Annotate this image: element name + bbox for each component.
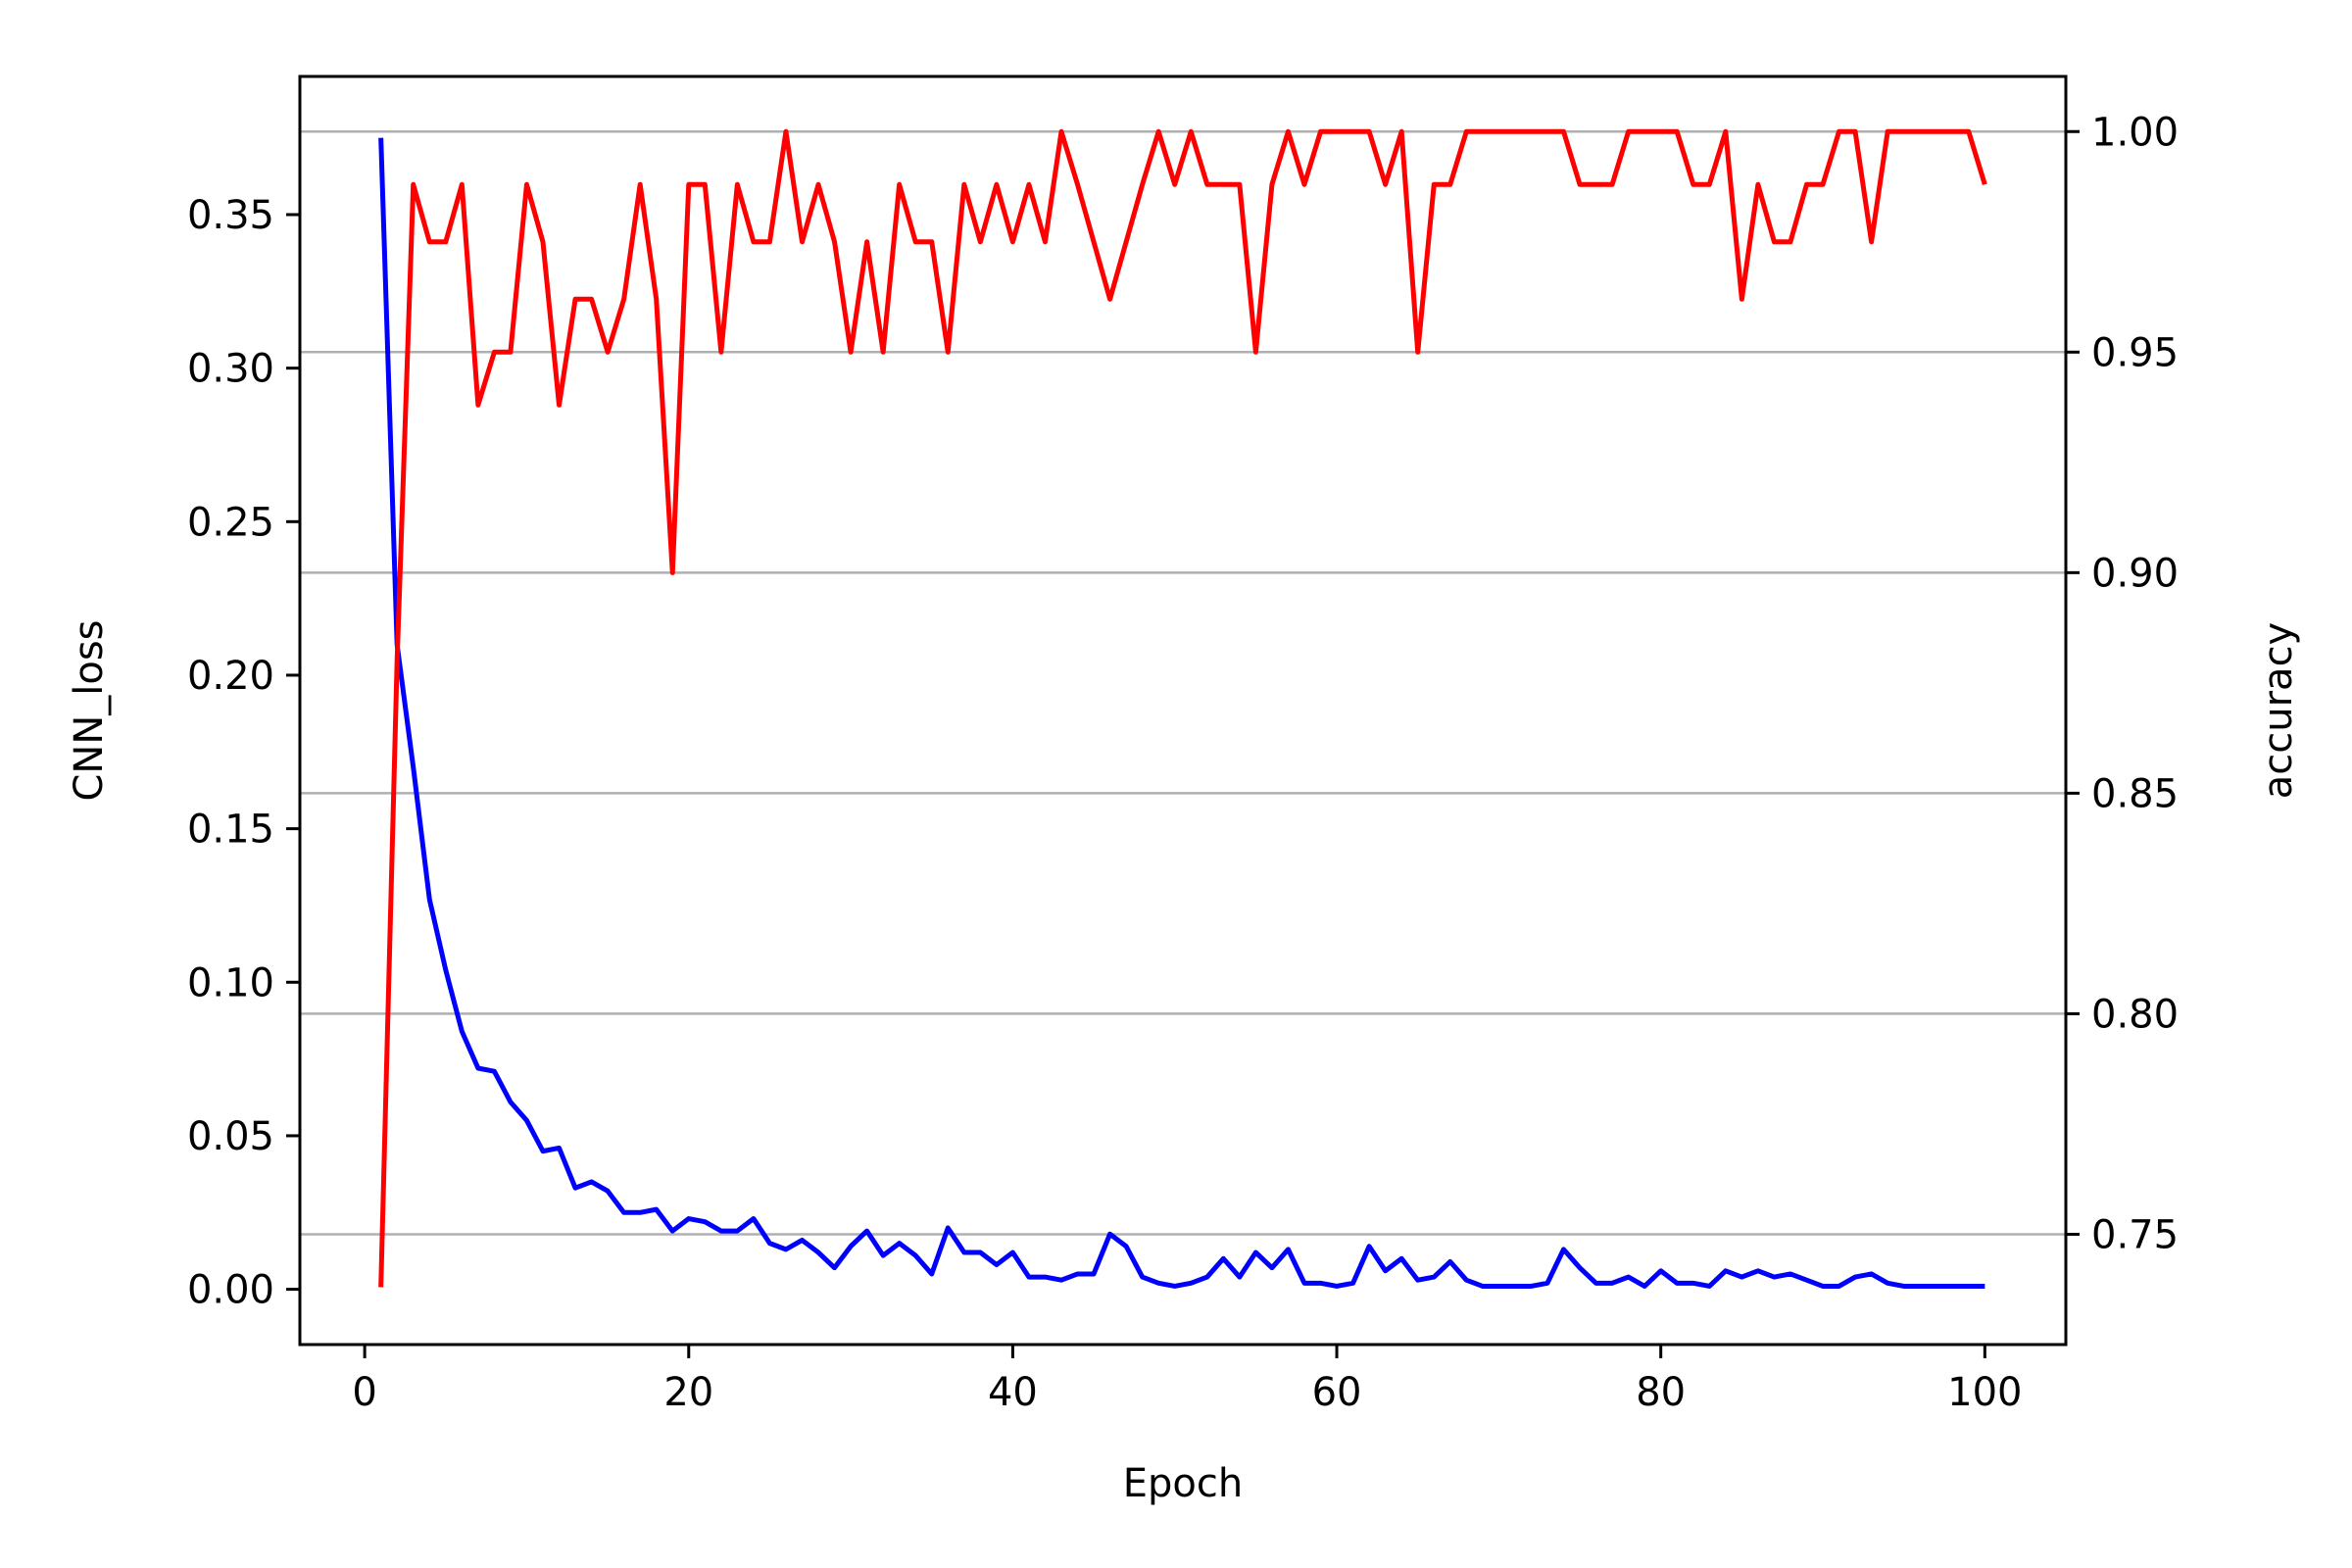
y-tick-label-1: 0.05 [187,1114,274,1159]
x-tick-label-4: 80 [1636,1370,1686,1415]
y-axis-right: 0.75 0.80 0.85 0.90 0.95 1.00 [2066,110,2179,1257]
x-tick-label-5: 100 [1947,1370,2022,1415]
x-axis: 0 20 40 60 80 100 [352,1345,2023,1415]
x-tick-label-3: 60 [1312,1370,1362,1415]
y-tick-label-3: 0.15 [187,808,274,853]
plot-frame [298,74,2068,1347]
series-line-accuracy [378,128,1987,1288]
y-axis-label: CNN_loss [67,619,112,801]
series-line-cnn-loss [378,137,1985,1289]
x-tick-label-1: 20 [663,1370,713,1415]
y2-tick-label-0: 0.75 [2091,1212,2179,1257]
y2-tick-label-5: 1.00 [2091,110,2179,155]
y2-tick-label-4: 0.95 [2091,330,2179,375]
y-tick-label-7: 0.35 [187,193,274,238]
x-tick-label-0: 0 [352,1370,376,1415]
y-tick-label-2: 0.10 [187,960,274,1005]
y2-axis-label: accuracy [2256,622,2301,799]
y-tick-label-0: 0.00 [187,1268,274,1313]
y2-tick-label-3: 0.90 [2091,551,2179,596]
y-axis-left: 0.00 0.05 0.10 0.15 0.20 0.25 0.30 0.35 [187,193,300,1313]
y-tick-label-5: 0.25 [187,500,274,545]
y-tick-label-4: 0.20 [187,654,274,699]
x-axis-label: Epoch [1123,1461,1243,1506]
series-layer [378,128,1987,1289]
y2-tick-label-1: 0.80 [2091,992,2179,1037]
y2-tick-label-2: 0.85 [2091,771,2179,816]
x-tick-label-2: 40 [988,1370,1038,1415]
y-tick-label-6: 0.30 [187,347,274,392]
grid-lines [300,130,2066,1236]
